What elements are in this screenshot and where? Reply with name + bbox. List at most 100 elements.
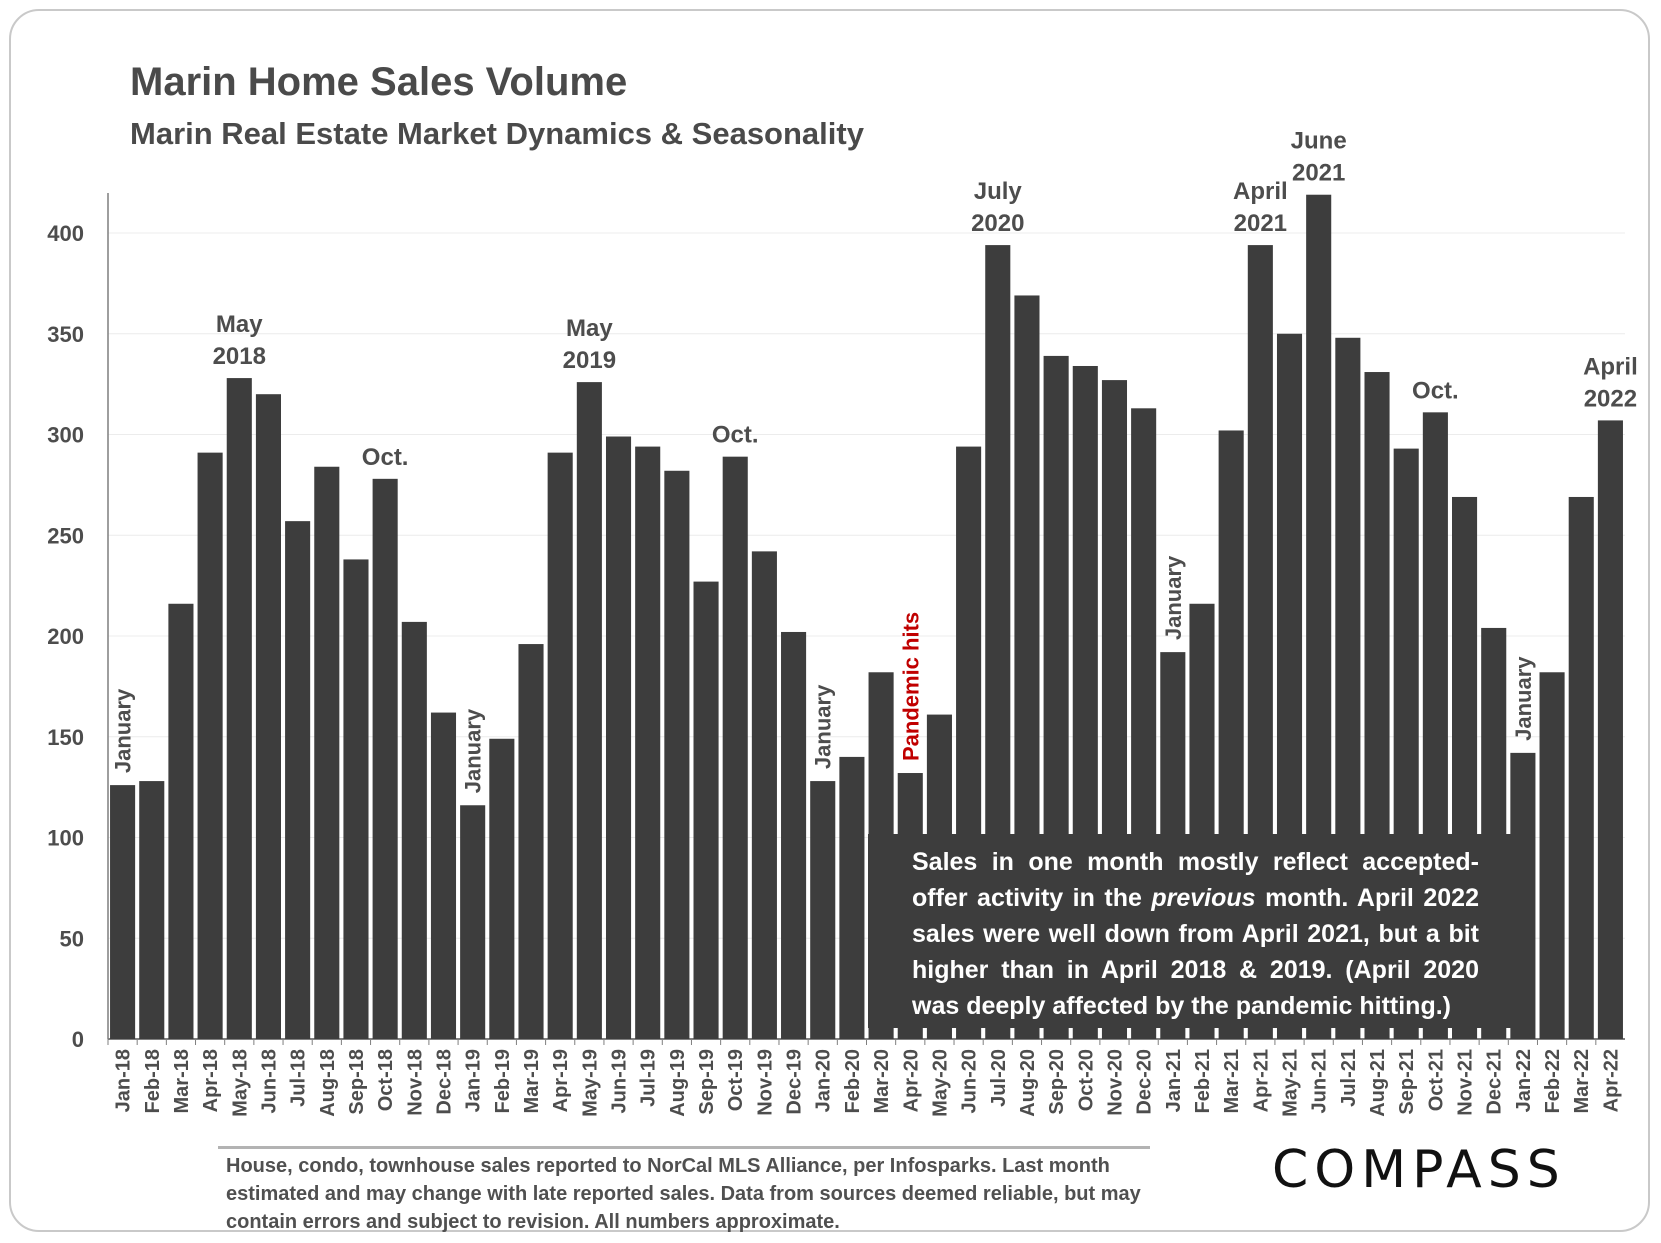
bar-feb-19 — [489, 738, 515, 1039]
bar-dec-19 — [781, 631, 807, 1039]
y-tick-label: 300 — [47, 423, 84, 448]
bar-sep-19 — [693, 581, 719, 1039]
callout-text-pre: Sales in one month mostly reflect accept… — [912, 848, 1479, 912]
bar-jun-19 — [605, 436, 632, 1039]
bar-jun-18 — [255, 394, 281, 1039]
peak-annotation: 2018 — [213, 343, 266, 370]
x-tick-label: Apr-22 — [1600, 1049, 1622, 1112]
y-tick-label: 150 — [47, 725, 84, 750]
x-tick-label: Feb-19 — [492, 1049, 514, 1113]
x-tick-label: Jul-21 — [1338, 1049, 1360, 1107]
y-tick-label: 200 — [47, 624, 84, 649]
bar-nov-19 — [751, 551, 777, 1039]
x-tick-label: Jul-18 — [288, 1049, 310, 1107]
x-tick-label: Aug-18 — [317, 1049, 339, 1117]
source-footnote: House, condo, townhouse sales reported t… — [226, 1155, 1141, 1233]
x-tick-label: Mar-18 — [171, 1049, 193, 1113]
peak-annotation: May — [566, 315, 613, 342]
x-tick-label: Jan-22 — [1513, 1049, 1535, 1112]
x-tick-label: Dec-19 — [784, 1049, 806, 1115]
peak-annotation: Oct. — [712, 422, 759, 449]
bar-oct-19 — [722, 456, 748, 1039]
x-tick-label: May-21 — [1280, 1049, 1302, 1117]
peak-annotation: 2022 — [1584, 385, 1637, 412]
x-tick-label: Sep-20 — [1046, 1049, 1068, 1115]
peak-annotation: April — [1583, 353, 1638, 380]
peak-annotation: June — [1291, 128, 1347, 155]
x-tick-label: Aug-21 — [1367, 1049, 1389, 1117]
peak-annotation: 2021 — [1292, 160, 1345, 187]
bar-apr-18 — [197, 452, 223, 1039]
bar-jan-19 — [460, 805, 486, 1039]
bar-apr-22 — [1597, 420, 1623, 1039]
x-tick-label: Jun-19 — [609, 1049, 631, 1113]
x-tick-label: Jul-20 — [988, 1049, 1010, 1107]
x-tick-label: Feb-18 — [142, 1049, 164, 1113]
bar-feb-18 — [139, 781, 165, 1039]
x-tick-label: Dec-20 — [1134, 1049, 1156, 1115]
bar-feb-22 — [1539, 672, 1565, 1039]
chart-subtitle: Marin Real Estate Market Dynamics & Seas… — [130, 116, 864, 151]
peak-annotation: 2020 — [971, 210, 1024, 237]
x-tick-label: Oct-18 — [375, 1049, 397, 1111]
callout-box: Sales in one month mostly reflect accept… — [868, 834, 1523, 1028]
x-tick-label: Aug-20 — [1017, 1049, 1039, 1117]
bar-sep-18 — [343, 559, 369, 1039]
x-tick-label: Nov-20 — [1104, 1049, 1126, 1116]
peak-annotation: May — [216, 311, 263, 338]
bar-apr-19 — [547, 452, 573, 1039]
bar-oct-18 — [372, 478, 398, 1040]
x-tick-label: Feb-22 — [1542, 1049, 1564, 1113]
x-tick-label: Jun-18 — [258, 1049, 280, 1113]
x-tick-label: Mar-19 — [521, 1049, 543, 1113]
x-tick-label: Feb-21 — [1192, 1049, 1214, 1113]
chart-title: Marin Home Sales Volume — [130, 60, 628, 104]
x-tick-label: May-18 — [229, 1049, 251, 1117]
pandemic-annotation: Pandemic hits — [898, 612, 923, 761]
january-annotation: January — [461, 708, 486, 793]
x-tick-label: Apr-20 — [900, 1049, 922, 1112]
bar-dec-18 — [430, 712, 457, 1039]
y-tick-label: 50 — [60, 926, 84, 951]
x-tick-label: Nov-19 — [754, 1049, 776, 1116]
x-tick-label: Mar-21 — [1221, 1049, 1243, 1113]
x-tick-label: Apr-21 — [1250, 1049, 1272, 1112]
compass-logo: COMPASS — [1272, 1140, 1566, 1200]
x-tick-label: Mar-22 — [1571, 1049, 1593, 1113]
x-tick-label: Dec-18 — [433, 1049, 455, 1115]
x-tick-label: Feb-20 — [842, 1049, 864, 1113]
y-tick-label: 100 — [47, 826, 84, 851]
peak-annotation: Oct. — [362, 444, 409, 471]
bar-aug-18 — [314, 466, 340, 1039]
x-tick-label: Jan-18 — [113, 1049, 135, 1112]
january-annotation: January — [811, 684, 836, 769]
x-tick-label: Mar-20 — [871, 1049, 893, 1113]
bar-jan-20 — [810, 781, 836, 1039]
x-tick-label: May-20 — [929, 1049, 951, 1117]
bar-aug-19 — [664, 470, 690, 1039]
peak-annotation: Oct. — [1412, 377, 1459, 404]
x-tick-label: Apr-18 — [200, 1049, 222, 1112]
x-tick-label: Sep-19 — [696, 1049, 718, 1115]
x-tick-label: Jan-19 — [463, 1049, 485, 1112]
bar-may-18 — [226, 378, 252, 1040]
callout-text-post: month. April 2022 sales were well down f… — [912, 884, 1479, 1020]
bar-mar-19 — [518, 644, 544, 1039]
callout-text: Sales in one month mostly reflect accept… — [912, 844, 1479, 1024]
x-tick-label: Sep-18 — [346, 1049, 368, 1115]
y-tick-label: 350 — [47, 322, 84, 347]
x-tick-label: Apr-19 — [550, 1049, 572, 1112]
x-tick-label: Oct-20 — [1075, 1049, 1097, 1111]
january-annotation: January — [1161, 555, 1186, 640]
x-tick-label: May-19 — [579, 1049, 601, 1117]
x-tick-label: Aug-19 — [667, 1049, 689, 1117]
bar-jul-19 — [635, 446, 661, 1040]
bar-may-19 — [576, 382, 602, 1039]
x-tick-label: Dec-21 — [1484, 1049, 1506, 1115]
x-tick-label: Jun-20 — [959, 1049, 981, 1113]
bar-feb-20 — [839, 756, 865, 1039]
x-tick-label: Jun-21 — [1309, 1049, 1331, 1113]
bar-mar-22 — [1568, 496, 1594, 1040]
footnote-divider — [218, 1146, 1150, 1149]
